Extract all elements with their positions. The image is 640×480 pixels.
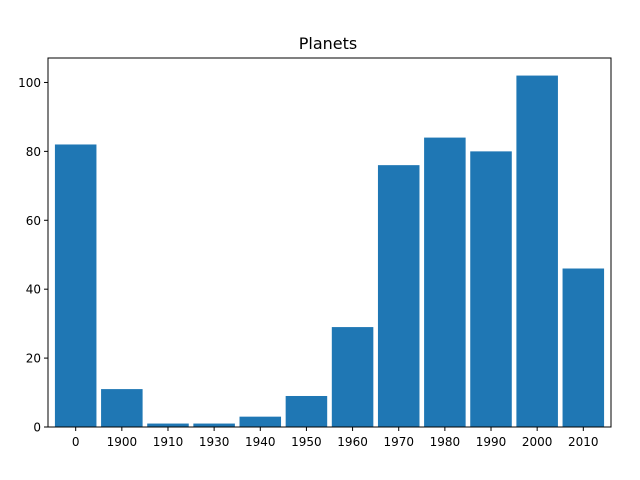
bar-1990	[470, 151, 512, 427]
axes-group	[47, 57, 612, 428]
bar-0	[54, 144, 97, 428]
x-tick-label: 2010	[568, 435, 599, 449]
y-tick-label: 20	[26, 352, 41, 366]
x-tick-label: 1980	[430, 435, 461, 449]
y-tick-label: 80	[26, 145, 41, 159]
y-tick-label: 40	[26, 283, 41, 297]
x-tick-label: 2000	[522, 435, 553, 449]
x-tick-label: 1970	[383, 435, 414, 449]
bar-1930	[193, 423, 235, 427]
x-tick-label: 1940	[245, 435, 276, 449]
x-axis-ticks: 0 1900 1910 1930 1940 1950 1960 1970 1980 1990 200…	[72, 427, 599, 449]
y-tick-label: 0	[33, 421, 41, 435]
plot-frame	[47, 57, 612, 428]
bar-1900	[101, 389, 143, 427]
bar-1970	[377, 165, 420, 427]
y-tick-label: 100	[18, 76, 41, 90]
x-tick-label: 1960	[337, 435, 368, 449]
x-tick-label: 1900	[107, 435, 138, 449]
x-tick-label: 1990	[476, 435, 507, 449]
bars-group	[54, 75, 605, 428]
bar-1910	[147, 423, 189, 427]
chart-title: Planets	[299, 34, 358, 53]
bar-1940	[239, 416, 282, 427]
y-tick-label: 60	[26, 214, 41, 228]
bar-1950	[285, 395, 328, 427]
bar-1980	[424, 137, 466, 427]
x-tick-label: 1950	[291, 435, 322, 449]
x-tick-label: 1910	[153, 435, 184, 449]
bar-2010	[562, 268, 605, 427]
x-tick-label: 0	[72, 435, 80, 449]
bar-1960	[331, 327, 374, 427]
y-axis-ticks: 0 20 40 60 80 100	[18, 76, 48, 435]
x-tick-label: 1930	[199, 435, 230, 449]
bar-2000	[516, 75, 558, 427]
